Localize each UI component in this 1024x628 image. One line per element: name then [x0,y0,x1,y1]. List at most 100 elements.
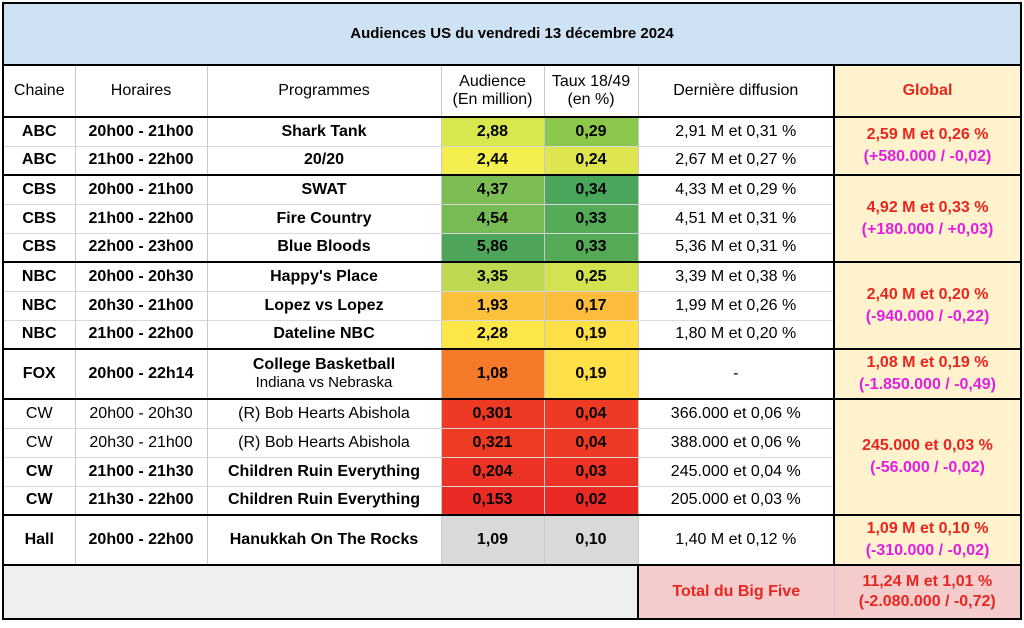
cell-taux: 0,02 [543,485,639,515]
programme-subtitle: Indiana vs Nebraska [255,374,393,391]
cell-audience: 1,09 [440,514,545,565]
cell-horaires: 20h00 - 20h30 [74,398,208,428]
total-row: Total du Big Five 11,24 M et 1,01 % (-2.08… [2,564,1022,620]
cell-programme: Fire Country [206,203,442,233]
header-horaires: Horaires [74,64,208,117]
total-value-cell: 11,24 M et 1,01 % (-2.080.000 / -0,72) [833,564,1022,620]
global-value: 2,40 M et 0,20 % [866,285,989,303]
cell-derniere-diffusion: 388.000 et 0,06 % [637,427,835,457]
cell-global-abc: 2,59 M et 0,26 % (+580.000 / -0,02) [833,116,1022,175]
cell-taux: 0,17 [543,290,639,320]
empty-footer-cell [2,564,639,620]
programme-title: Lopez vs Lopez [264,296,384,314]
cell-programme: Blue Bloods [206,232,442,262]
cell-chaine: ABC [2,145,76,175]
cell-derniere-diffusion: 1,80 M et 0,20 % [637,319,835,349]
table-row: FOX 20h00 - 22h14 College Basketball Indian… [2,348,1022,399]
global-diff: (-1.850.000 / -0,49) [859,376,996,393]
cell-programme: (R) Bob Hearts Abishola [206,398,442,428]
header-global-label: Global [902,82,953,99]
cell-chaine: CBS [2,174,76,204]
table-row: NBC 20h30 - 21h00 Lopez vs Lopez 1,93 0,17 1,… [2,290,1021,320]
programme-title: SWAT [301,180,347,198]
global-value: 245.000 et 0,03 % [862,437,993,454]
cell-programme: Lopez vs Lopez [206,290,442,320]
table-row: CBS 21h00 - 22h00 Fire Country 4,54 0,33 4,51… [2,203,1021,233]
cell-horaires: 20h00 - 22h14 [74,348,208,399]
table-row: ABC 21h00 - 22h00 20/20 2,44 0,24 2,67 M et 0… [2,145,1021,175]
cell-global-cbs: 4,92 M et 0,33 % (+180.000 / +0,03) [833,174,1022,262]
header-taux: Taux 18/49 (en %) [543,64,639,117]
programme-title: College Basketball [252,356,396,373]
header-taux-line1: Taux 18/49 [551,73,631,90]
global-diff: (+580.000 / -0,02) [863,148,992,165]
cell-global-cw: 245.000 et 0,03 % (-56.000 / -0,02) [833,398,1022,515]
cell-horaires: 20h00 - 20h30 [74,261,208,291]
cell-derniere-diffusion: 245.000 et 0,04 % [637,456,835,486]
cell-audience: 0,204 [440,456,545,486]
cell-audience: 4,37 [440,174,545,204]
programme-title: Blue Bloods [277,238,371,256]
cell-horaires: 21h30 - 22h00 [74,485,208,515]
cell-global-fox: 1,08 M et 0,19 % (-1.850.000 / -0,49) [833,348,1022,399]
cell-horaires: 21h00 - 22h00 [74,319,208,349]
table-row: NBC 20h00 - 20h30 Happy's Place 3,35 0,25 3,3… [2,261,1022,349]
cell-audience: 5,86 [440,232,545,262]
cell-programme: Happy's Place [206,261,442,291]
global-value: 4,92 M et 0,33 % [866,198,989,216]
cell-chaine: CW [2,398,76,428]
cell-programme: Children Ruin Everything [206,485,442,515]
cell-chaine: FOX [2,348,76,399]
cell-derniere-diffusion: 2,67 M et 0,27 % [637,145,835,175]
cell-horaires: 20h00 - 21h00 [74,174,208,204]
global-value: 1,08 M et 0,19 % [866,354,989,371]
cell-programme: Children Ruin Everything [206,456,442,486]
cell-horaires: 20h30 - 21h00 [74,427,208,457]
cell-taux: 0,04 [543,398,639,428]
total-diff: (-2.080.000 / -0,72) [858,593,996,610]
table-row: NBC 21h00 - 22h00 Dateline NBC 2,28 0,19 1,80… [2,319,1021,349]
cell-horaires: 22h00 - 23h00 [74,232,208,262]
cell-audience: 2,28 [440,319,545,349]
header-global: Global [833,64,1022,117]
cell-derniere-diffusion: 366.000 et 0,06 % [637,398,835,428]
table-row: CW 21h00 - 21h30 Children Ruin Everything 0… [2,456,1021,486]
cell-taux: 0,03 [543,456,639,486]
cell-derniere-diffusion: 4,51 M et 0,31 % [637,203,835,233]
cell-audience: 1,93 [440,290,545,320]
table-row: CBS 20h00 - 21h00 SWAT 4,37 0,34 4,33 M et 0,… [2,174,1022,262]
cell-chaine: CBS [2,232,76,262]
cell-derniere-diffusion: 3,39 M et 0,38 % [637,261,835,291]
programme-title: 20/20 [303,151,345,169]
cell-derniere-diffusion: 2,91 M et 0,31 % [637,116,835,146]
cell-derniere-diffusion: 205.000 et 0,03 % [637,485,835,515]
programme-title: Children Ruin Everything [227,491,420,509]
cell-derniere-diffusion: 1,99 M et 0,26 % [637,290,835,320]
cell-derniere-diffusion: - [637,348,835,399]
cell-chaine: CW [2,427,76,457]
cell-audience: 2,88 [440,116,545,146]
table-row: ABC 20h00 - 21h00 Shark Tank 2,88 0,29 2,91 M… [2,116,1022,175]
cell-horaires: 21h00 - 21h30 [74,456,208,486]
cell-taux: 0,25 [543,261,639,291]
header-derniere: Dernière diffusion [637,64,835,117]
cell-taux: 0,04 [543,427,639,457]
cell-taux: 0,29 [543,116,639,146]
cell-taux: 0,33 [543,232,639,262]
cell-taux: 0,24 [543,145,639,175]
cell-horaires: 20h00 - 22h00 [74,514,208,565]
global-diff: (-940.000 / -0,22) [865,307,990,325]
programme-title: Children Ruin Everything [227,462,420,480]
table-row: CBS 22h00 - 23h00 Blue Bloods 5,86 0,33 5,36 … [2,232,1021,262]
cell-chaine: CW [2,485,76,515]
cell-audience: 0,153 [440,485,545,515]
global-diff: (-56.000 / -0,02) [870,459,985,476]
global-diff: (-310.000 / -0,02) [865,542,990,559]
cell-global-nbc: 2,40 M et 0,20 % (-940.000 / -0,22) [833,261,1022,349]
global-diff: (+180.000 / +0,03) [861,220,994,238]
table-row: CW 21h30 - 22h00 Children Ruin Everything 0… [2,485,1021,515]
header-chaine: Chaine [2,64,76,117]
cell-audience: 0,321 [440,427,545,457]
cell-global-hall: 1,09 M et 0,10 % (-310.000 / -0,02) [833,514,1022,565]
